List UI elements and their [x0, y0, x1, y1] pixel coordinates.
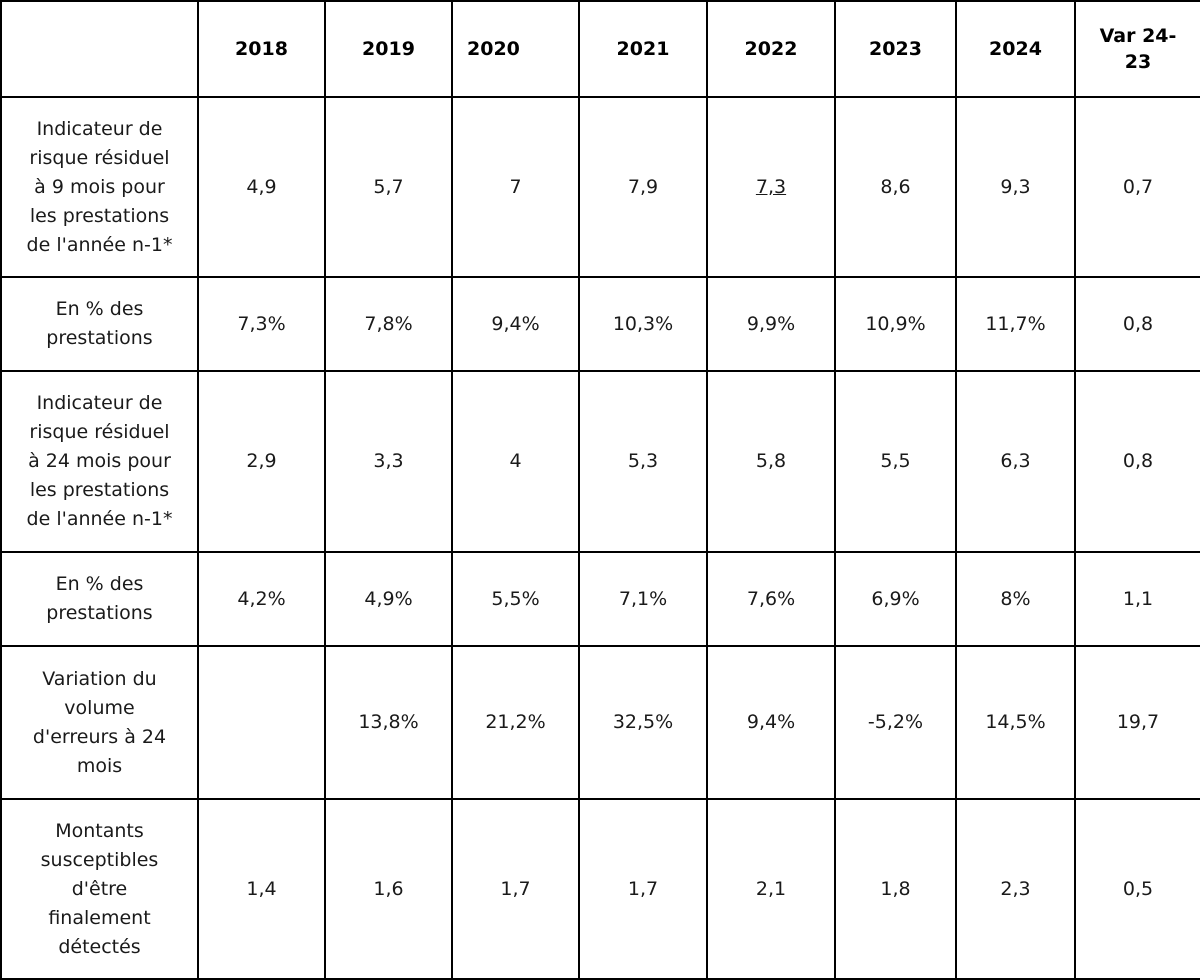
- table-cell: 8,6: [834, 96, 957, 278]
- table-cell: 6,9%: [834, 551, 957, 647]
- table-cell: 4,9%: [324, 551, 453, 647]
- table-cell: 32,5%: [578, 645, 708, 800]
- table-cell: 1,6: [324, 798, 453, 980]
- table-cell: 9,4%: [451, 276, 580, 372]
- table-cell: 8%: [955, 551, 1076, 647]
- row-label: Variation du volume d'erreurs à 24 mois: [0, 645, 199, 800]
- table-cell: 5,7: [324, 96, 453, 278]
- table-cell: 7,1%: [578, 551, 708, 647]
- table-cell: 7,3%: [197, 276, 326, 372]
- table-cell: 0,8: [1074, 276, 1200, 372]
- table-cell: 0,7: [1074, 96, 1200, 278]
- header-row: 2018 2019 2020 2021 2022 2023 2024 Var 2…: [0, 0, 1200, 98]
- table-cell: 5,5%: [451, 551, 580, 647]
- table-cell: 10,3%: [578, 276, 708, 372]
- table-cell: 2,9: [197, 370, 326, 553]
- header-corner-cell: [0, 0, 199, 98]
- table-cell: 4: [451, 370, 580, 553]
- table-cell: 1,7: [451, 798, 580, 980]
- table-cell: 2,1: [706, 798, 836, 980]
- table-cell: 9,9%: [706, 276, 836, 372]
- header-year-2019: 2019: [324, 0, 453, 98]
- table-cell: 11,7%: [955, 276, 1076, 372]
- table-row: En % des prestations 7,3% 7,8% 9,4% 10,3…: [0, 276, 1200, 372]
- table-cell: 13,8%: [324, 645, 453, 800]
- header-variation-24-23: Var 24- 23: [1074, 0, 1200, 98]
- header-year-2024: 2024: [955, 0, 1076, 98]
- table-cell: 9,4%: [706, 645, 836, 800]
- table-cell: 0,8: [1074, 370, 1200, 553]
- header-year-2022: 2022: [706, 0, 836, 98]
- table-cell: [197, 645, 326, 800]
- table-row: Indicateur de risque résiduel à 9 mois p…: [0, 96, 1200, 278]
- table-cell: 21,2%: [451, 645, 580, 800]
- table-cell: 3,3: [324, 370, 453, 553]
- table-cell: 7: [451, 96, 580, 278]
- table-cell: 1,4: [197, 798, 326, 980]
- table-cell: 19,7: [1074, 645, 1200, 800]
- table-cell: 6,3: [955, 370, 1076, 553]
- table-cell: 2,3: [955, 798, 1076, 980]
- table-cell: 5,5: [834, 370, 957, 553]
- table-cell: 1,1: [1074, 551, 1200, 647]
- header-year-2018: 2018: [197, 0, 326, 98]
- row-label: Indicateur de risque résiduel à 9 mois p…: [0, 96, 199, 278]
- table-cell: 14,5%: [955, 645, 1076, 800]
- table-cell: 1,8: [834, 798, 957, 980]
- table-cell: 7,9: [578, 96, 708, 278]
- table-row: Indicateur de risque résiduel à 24 mois …: [0, 370, 1200, 553]
- table-cell: 4,2%: [197, 551, 326, 647]
- table-cell: 0,5: [1074, 798, 1200, 980]
- table-cell: 7,8%: [324, 276, 453, 372]
- table-cell: 5,3: [578, 370, 708, 553]
- table-cell: 1,7: [578, 798, 708, 980]
- table-cell: 5,8: [706, 370, 836, 553]
- underlined-value: 7,3: [755, 175, 787, 198]
- table-cell: 9,3: [955, 96, 1076, 278]
- row-label: Indicateur de risque résiduel à 24 mois …: [0, 370, 199, 553]
- header-year-2020: 2020: [451, 0, 580, 98]
- table-row: En % des prestations 4,2% 4,9% 5,5% 7,1%…: [0, 551, 1200, 647]
- table-cell: 7,3: [706, 96, 836, 278]
- header-year-2021: 2021: [578, 0, 708, 98]
- table-cell: 4,9: [197, 96, 326, 278]
- table-cell: -5,2%: [834, 645, 957, 800]
- table-row: Variation du volume d'erreurs à 24 mois …: [0, 645, 1200, 800]
- header-year-2023: 2023: [834, 0, 957, 98]
- table-cell: 7,6%: [706, 551, 836, 647]
- row-label: En % des prestations: [0, 551, 199, 647]
- row-label: Montants susceptibles d'être finalement …: [0, 798, 199, 980]
- table-cell: 10,9%: [834, 276, 957, 372]
- table-row: Montants susceptibles d'être finalement …: [0, 798, 1200, 980]
- row-label: En % des prestations: [0, 276, 199, 372]
